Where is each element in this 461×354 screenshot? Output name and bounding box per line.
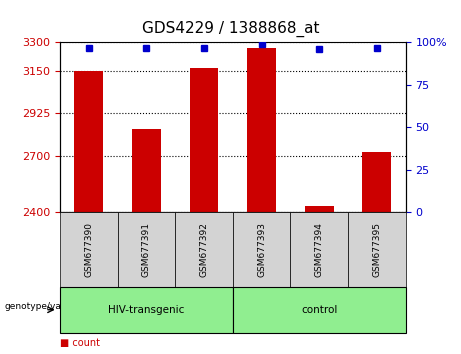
Text: ■ count: ■ count: [60, 338, 100, 348]
Bar: [362, 152, 391, 212]
Text: genotype/variation: genotype/variation: [5, 302, 91, 312]
Bar: [305, 206, 334, 212]
Text: GSM677391: GSM677391: [142, 222, 151, 277]
Text: GSM677395: GSM677395: [372, 222, 381, 277]
Bar: [247, 48, 276, 212]
Text: GSM677394: GSM677394: [315, 222, 324, 277]
Bar: [74, 71, 103, 212]
Text: control: control: [301, 305, 337, 315]
Text: GSM677390: GSM677390: [84, 222, 93, 277]
Text: GDS4229 / 1388868_at: GDS4229 / 1388868_at: [142, 21, 319, 38]
Text: HIV-transgenic: HIV-transgenic: [108, 305, 184, 315]
Bar: [189, 68, 219, 212]
Bar: [132, 129, 161, 212]
Text: GSM677393: GSM677393: [257, 222, 266, 277]
Text: GSM677392: GSM677392: [200, 222, 208, 277]
